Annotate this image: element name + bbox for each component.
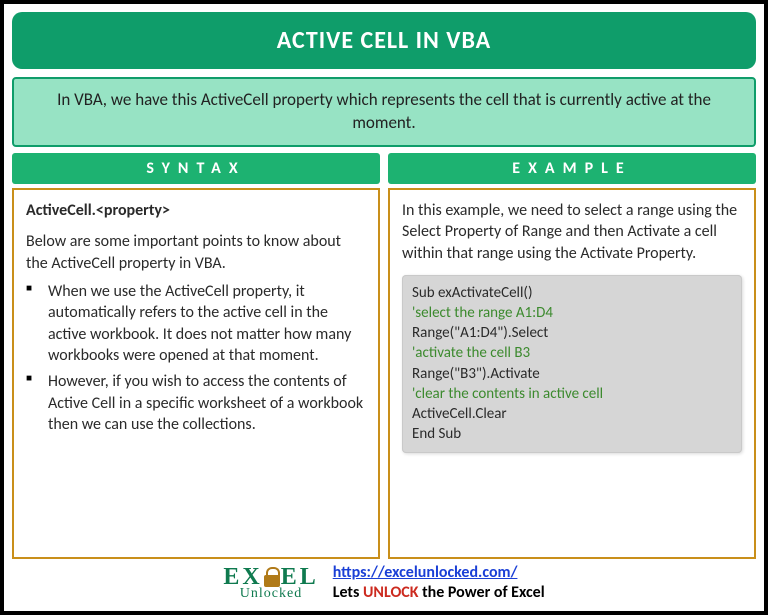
list-item: However, if you wish to access the conte…: [40, 371, 366, 436]
lock-icon: [264, 567, 280, 587]
code-line: Range("A1:D4").Select: [412, 323, 732, 343]
example-body: In this example, we need to select a ran…: [388, 188, 756, 559]
columns: SYNTAX ActiveCell.<property> Below are s…: [12, 153, 756, 559]
tagline-post: the Power of Excel: [418, 583, 544, 602]
list-item: When we use the ActiveCell property, it …: [40, 281, 366, 367]
code-box: Sub exActivateCell()'select the range A1…: [402, 275, 742, 453]
syntax-points: When we use the ActiveCell property, it …: [26, 281, 366, 436]
example-header: EXAMPLE: [388, 153, 756, 184]
footer: EX EL Unlocked https://excelunlocked.com…: [12, 559, 756, 603]
code-line: Sub exActivateCell(): [412, 283, 732, 303]
page-title: ACTIVE CELL IN VBA: [12, 12, 756, 69]
code-line: Range("B3").Activate: [412, 364, 732, 384]
description-bar: In VBA, we have this ActiveCell property…: [12, 77, 756, 147]
example-column: EXAMPLE In this example, we need to sele…: [388, 153, 756, 559]
footer-text: https://excelunlocked.com/ Lets UNLOCK t…: [333, 563, 545, 603]
tagline-pre: Lets: [333, 583, 363, 602]
tagline-unlock: UNLOCK: [363, 583, 419, 602]
example-intro: In this example, we need to select a ran…: [402, 200, 742, 265]
syntax-header: SYNTAX: [12, 153, 380, 184]
syntax-intro: Below are some important points to know …: [26, 231, 366, 274]
syntax-body: ActiveCell.<property> Below are some imp…: [12, 188, 380, 559]
tagline: Lets UNLOCK the Power of Excel: [333, 583, 545, 602]
code-line: End Sub: [412, 424, 732, 444]
footer-link[interactable]: https://excelunlocked.com/: [333, 563, 518, 582]
code-comment-line: 'activate the cell B3: [412, 343, 732, 363]
syntax-heading: ActiveCell.<property>: [26, 200, 366, 222]
brand-logo: EX EL Unlocked: [223, 566, 318, 600]
code-line: ActiveCell.Clear: [412, 404, 732, 424]
syntax-column: SYNTAX ActiveCell.<property> Below are s…: [12, 153, 380, 559]
code-comment-line: 'clear the contents in active cell: [412, 384, 732, 404]
logo-top: EX EL: [223, 566, 318, 589]
code-comment-line: 'select the range A1:D4: [412, 303, 732, 323]
logo-bottom: Unlocked: [240, 587, 302, 600]
